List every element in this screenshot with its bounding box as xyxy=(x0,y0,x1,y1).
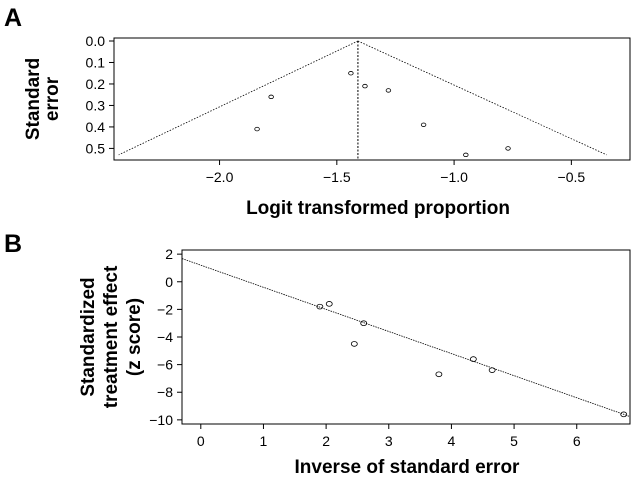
panel-a-funnel xyxy=(118,40,607,160)
study-point xyxy=(348,71,354,76)
study-point xyxy=(463,152,469,158)
study-point xyxy=(268,94,274,100)
panel-a-ylabel-line1: Standard xyxy=(23,58,44,140)
panel-b-xtick-label: 5 xyxy=(510,433,518,449)
panel-a-letter: A xyxy=(4,4,22,32)
panel-b-x-axis: 0 1 2 3 4 5 6 xyxy=(197,424,581,449)
study-point xyxy=(254,126,260,132)
panel-b-y-axis: 2 0 −2 −4 −6 −8 −10 xyxy=(149,246,182,428)
panel-b-points xyxy=(316,301,628,418)
panel-a-ylabel-line2: error xyxy=(42,76,63,121)
funnel-right-boundary xyxy=(357,40,607,156)
study-point xyxy=(385,88,392,93)
panel-b-ylabel-line1: Standardized xyxy=(78,277,99,396)
panel-a-x-axis: −2.0 −1.5 −1.0 −0.5 xyxy=(206,160,586,185)
panel-b-ytick-label: 2 xyxy=(165,246,173,262)
study-point xyxy=(435,371,443,378)
panel-b-xtick-label: 1 xyxy=(260,433,268,449)
panel-b: B Standardized treatment effect (z score… xyxy=(4,230,631,478)
study-point xyxy=(350,341,358,347)
panel-b-xtick-label: 3 xyxy=(385,433,393,449)
panel-a-ytick-label: 0.0 xyxy=(86,33,106,49)
study-point xyxy=(620,411,628,418)
panel-b-xtick-label: 6 xyxy=(573,433,581,449)
study-point xyxy=(362,83,368,89)
panel-a-ytick-label: 0.3 xyxy=(86,97,106,113)
panel-b-xtick-label: 0 xyxy=(197,433,205,449)
study-point xyxy=(469,356,477,362)
panel-b-regression xyxy=(181,258,631,417)
panel-b-ylabel-line3: (z score) xyxy=(124,298,145,376)
panel-b-ytick-label: 0 xyxy=(165,274,173,290)
panel-b-ytick-label: −8 xyxy=(157,384,173,400)
panel-a-ytick-label: 0.1 xyxy=(86,54,106,70)
panel-b-ylabel-line2: treatment effect xyxy=(101,265,122,408)
panel-a-plot-frame xyxy=(113,37,631,161)
panel-a-ytick-label: 0.4 xyxy=(86,119,106,135)
panel-a-xtick-label: −1.0 xyxy=(440,169,468,185)
study-point xyxy=(505,146,511,151)
panel-a: A Standard error Logit transformed propo… xyxy=(4,4,631,219)
study-point xyxy=(360,320,368,326)
panel-a-xtick-label: −0.5 xyxy=(558,169,586,185)
regression-line xyxy=(181,258,631,417)
study-point xyxy=(488,367,496,373)
panel-b-ytick-label: −10 xyxy=(149,412,173,428)
panel-a-xtick-label: −1.5 xyxy=(323,169,351,185)
panel-a-points xyxy=(254,71,511,158)
panel-a-xtick-label: −2.0 xyxy=(206,169,234,185)
panel-a-ytick-label: 0.2 xyxy=(86,76,106,92)
panel-a-y-axis: 0.0 0.1 0.2 0.3 0.4 0.5 xyxy=(86,33,114,156)
panel-b-ytick-label: −6 xyxy=(157,357,173,373)
study-point xyxy=(325,301,333,307)
panel-a-xlabel: Logit transformed proportion xyxy=(246,198,510,219)
study-point xyxy=(420,122,427,127)
panel-b-letter: B xyxy=(4,230,22,258)
panel-b-xtick-label: 2 xyxy=(322,433,330,449)
funnel-left-boundary xyxy=(118,40,359,156)
panel-a-ytick-label: 0.5 xyxy=(86,140,106,156)
panel-b-ytick-label: −4 xyxy=(157,329,173,345)
panel-b-xtick-label: 4 xyxy=(448,433,456,449)
panel-b-ytick-label: −2 xyxy=(157,301,173,317)
study-point xyxy=(316,303,324,310)
panel-b-plot-frame xyxy=(181,249,631,425)
panel-b-xlabel: Inverse of standard error xyxy=(295,457,521,478)
